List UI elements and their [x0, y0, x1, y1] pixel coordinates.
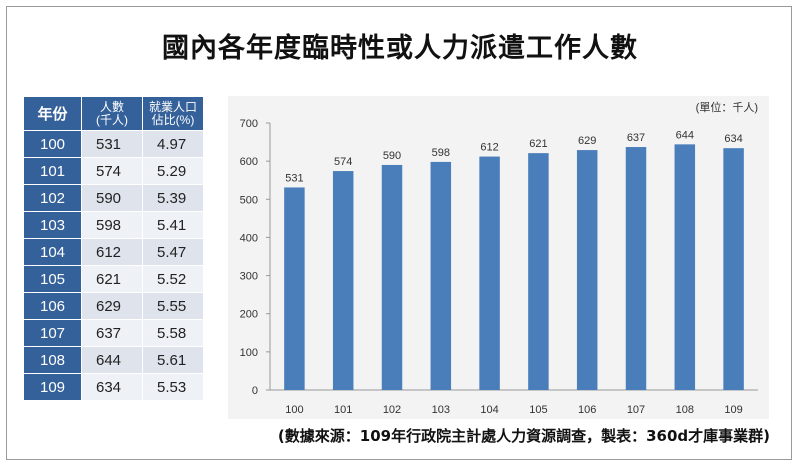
table-row: 108 644 5.61 [23, 346, 204, 374]
bar [723, 148, 744, 390]
table-cell-ratio: 4.97 [142, 130, 204, 158]
table-cell-year: 107 [23, 319, 82, 347]
y-tick-label: 200 [240, 309, 258, 321]
table-row: 103 598 5.41 [23, 211, 204, 239]
data-label: 621 [529, 138, 547, 150]
bar [381, 164, 403, 390]
table-cell-year: 105 [23, 265, 82, 293]
header-ratio-text: 就業人口 佔比(%) [148, 99, 197, 127]
bar [430, 161, 452, 390]
x-tick-label: 104 [480, 404, 498, 416]
table-cell-ratio: 5.47 [142, 238, 204, 266]
table-cell-people: 612 [81, 238, 143, 266]
table-cell-ratio: 5.39 [142, 184, 204, 212]
y-tick-label: 700 [240, 118, 258, 130]
x-tick-label: 108 [676, 404, 694, 416]
table-cell-year: 100 [23, 130, 82, 158]
table-cell-people: 621 [81, 265, 143, 293]
table-cell-year: 102 [23, 184, 82, 212]
y-tick-label: 0 [252, 385, 258, 397]
table-cell-ratio: 5.53 [142, 373, 204, 401]
x-tick-label: 103 [432, 404, 450, 416]
table-cell-people: 644 [81, 346, 143, 374]
x-tick-label: 109 [724, 404, 742, 416]
x-tick-label: 100 [285, 404, 303, 416]
table-cell-ratio: 5.29 [142, 157, 204, 185]
table-cell-year: 109 [23, 373, 82, 401]
data-label: 634 [724, 133, 742, 145]
bar [332, 171, 354, 390]
table-row: 104 612 5.47 [23, 238, 204, 266]
table-cell-year: 101 [23, 157, 82, 185]
table-cell-ratio: 5.61 [142, 346, 204, 374]
data-label: 598 [432, 147, 450, 159]
table-row: 101 574 5.29 [23, 157, 204, 185]
table-cell-ratio: 5.41 [142, 211, 204, 239]
data-label: 644 [676, 129, 694, 141]
table-row: 105 621 5.52 [23, 265, 204, 293]
table-cell-ratio: 5.52 [142, 265, 204, 293]
data-label: 590 [383, 150, 401, 162]
table-cell-ratio: 5.58 [142, 319, 204, 347]
bar [284, 187, 305, 390]
x-tick-label: 107 [627, 404, 645, 416]
table-row: 109 634 5.53 [23, 373, 204, 401]
figure-title: 國內各年度臨時性或人力派遣工作人數 [162, 33, 638, 64]
x-tick-label: 101 [334, 404, 352, 416]
bar [576, 150, 598, 390]
header-people: 人數 (千人) [81, 96, 143, 131]
table-cell-people: 590 [81, 184, 143, 212]
chart-panel: (單位：千人) 0 100 200 300 400 500 600 700 531 100 574 10… [228, 96, 769, 419]
table-cell-ratio: 5.55 [142, 292, 204, 320]
table-cell-year: 106 [23, 292, 82, 320]
table-cell-people: 629 [81, 292, 143, 320]
table-row: 106 629 5.55 [23, 292, 204, 320]
y-tick-label: 100 [240, 347, 258, 359]
table-cell-year: 103 [23, 211, 82, 239]
table-row: 102 590 5.39 [23, 184, 204, 212]
x-tick-label: 106 [578, 404, 596, 416]
table-cell-people: 574 [81, 157, 143, 185]
table-header-row: 年份 人數 (千人) 就業人口 佔比(%) [23, 96, 204, 131]
y-tick-label: 500 [240, 194, 258, 206]
y-tick-label: 600 [240, 156, 258, 168]
data-label: 574 [334, 156, 352, 168]
table-row: 107 637 5.58 [23, 319, 204, 347]
bar [674, 144, 696, 390]
data-label: 629 [578, 135, 596, 147]
header-people-text: 人數 (千人) [96, 99, 128, 127]
x-tick-label: 105 [529, 404, 547, 416]
bar-chart: (單位：千人) 0 100 200 300 400 500 600 700 531 100 574 10… [240, 100, 758, 416]
table-cell-people: 531 [81, 130, 143, 158]
table-cell-people: 634 [81, 373, 143, 401]
table-cell-people: 637 [81, 319, 143, 347]
table-cell-year: 104 [23, 238, 82, 266]
bar [528, 153, 549, 390]
table-row: 100 531 4.97 [23, 130, 204, 158]
header-year: 年份 [23, 96, 82, 131]
data-label: 612 [480, 142, 498, 154]
source-note: (數據來源：109年行政院主計處人力資源調查，製表：360d才庫事業群) [277, 427, 770, 445]
unit-label: (單位：千人) [696, 100, 758, 114]
data-table: 年份 人數 (千人) 就業人口 佔比(%) 100 531 4.97 101 574 5.29… [23, 96, 204, 401]
data-label: 637 [627, 132, 645, 144]
y-tick-label: 300 [240, 271, 258, 283]
data-label: 531 [285, 172, 303, 184]
table-cell-people: 598 [81, 211, 143, 239]
header-ratio: 就業人口 佔比(%) [142, 96, 204, 131]
bar [479, 156, 500, 390]
y-tick-label: 400 [240, 232, 258, 244]
bar [625, 147, 647, 390]
x-tick-label: 102 [383, 404, 401, 416]
table-cell-year: 108 [23, 346, 82, 374]
